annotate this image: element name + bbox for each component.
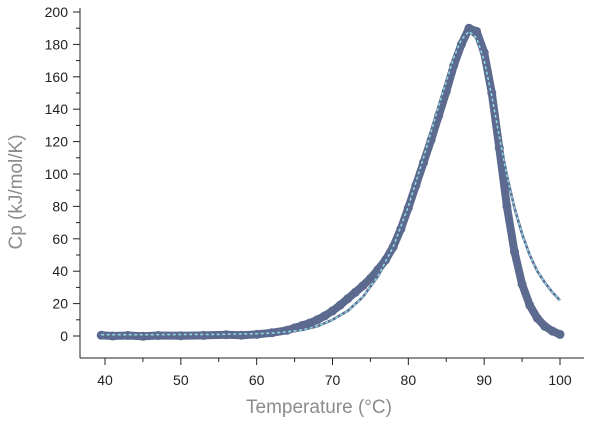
measured-data-point [464,23,474,33]
x-tick-label: 90 [476,372,492,388]
y-tick-label: 140 [45,101,69,117]
measured-data-point [328,306,337,316]
y-tick-label: 160 [45,69,69,85]
measured-data-point [510,247,519,257]
measured-data-point [502,201,512,211]
measured-data-point [343,294,353,304]
y-tick-label: 120 [45,134,69,150]
measured-data-trace [97,24,564,341]
plot-area [96,23,565,341]
y-tick-label: 40 [52,263,68,279]
y-axis-title: Cp (kJ/mol/K) [6,134,27,249]
x-tick-label: 40 [97,372,113,388]
measured-data-point [547,326,557,336]
x-tick-label: 60 [249,372,265,388]
measured-data-point [517,279,527,289]
y-tick-label: 100 [45,166,69,182]
measured-data-point [335,300,345,310]
axes: 0 20 40 60 80 100 120 140 160 180 200 40 50 60 70 80 90 1… [45,4,584,388]
fit-curve [101,30,561,336]
y-tick-label: 180 [45,36,69,52]
y-tick-label: 20 [52,296,68,312]
measured-data-point [138,331,148,341]
y-tick-label: 60 [52,231,68,247]
x-axis-title: Temperature (°C) [246,397,392,418]
x-tick-label: 100 [548,372,572,388]
y-tick-label: 80 [52,198,68,214]
measured-data-point [305,318,315,328]
measured-data-point [555,329,565,339]
measured-data-point [532,313,542,323]
x-tick-label: 50 [173,372,189,388]
measured-data-point [358,281,368,291]
measured-data-point [297,321,307,330]
x-tick-label: 70 [325,372,341,388]
measured-data-point [472,26,482,36]
y-tick-label: 200 [45,4,69,20]
measured-data-point [525,300,535,310]
y-tick-label: 0 [60,328,68,344]
measured-data-point [350,287,360,297]
x-tick-label: 80 [401,372,417,388]
measured-data-point [320,311,330,321]
measured-data-point [540,321,550,331]
measured-data-point [365,274,375,283]
measured-data-point [312,315,322,325]
